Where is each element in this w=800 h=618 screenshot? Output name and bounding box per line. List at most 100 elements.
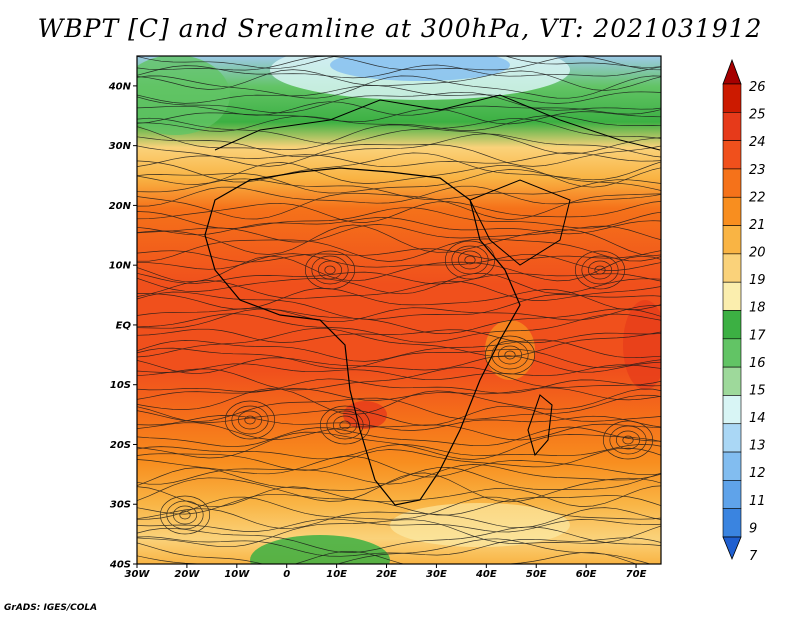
- streamline: [137, 288, 661, 311]
- streamline: [137, 550, 637, 564]
- colorbar-segment: [722, 480, 742, 509]
- streamline: [137, 467, 661, 491]
- x-tick-label: 40E: [475, 569, 497, 580]
- streamline: [137, 431, 661, 460]
- plot-frame: [136, 55, 662, 565]
- streamline: [137, 538, 652, 564]
- y-tick-label: 40S: [109, 560, 131, 571]
- streamline: [137, 472, 661, 503]
- streamline: [137, 313, 661, 343]
- streamline: [137, 394, 661, 422]
- vortex-streamline: [179, 510, 191, 520]
- colorbar-top-arrow: [722, 58, 742, 85]
- streamline: [137, 133, 661, 158]
- streamline: [137, 152, 661, 183]
- y-tick-label: 40N: [108, 81, 132, 92]
- streamline: [137, 144, 661, 167]
- vortex-streamline: [587, 260, 613, 280]
- streamline: [137, 85, 661, 104]
- y-tick-label: 30S: [110, 500, 131, 511]
- streamline: [137, 108, 661, 125]
- vortex-streamline: [451, 245, 489, 275]
- streamline: [137, 405, 661, 426]
- vortex-streamline: [594, 265, 606, 275]
- map-title: WBPT [C] and Sreamline at 300hPa, VT: 20…: [37, 14, 763, 43]
- x-tick-label: 50E: [526, 569, 547, 580]
- streamline: [137, 496, 661, 520]
- streamline: [137, 224, 661, 243]
- green-patch-south: [250, 535, 390, 564]
- streamline: [137, 308, 661, 334]
- map-plot-area: [137, 56, 661, 564]
- colorbar-bottom-arrow: [722, 536, 742, 561]
- y-tick-label: 30N: [109, 141, 132, 152]
- streamline: [137, 327, 661, 358]
- colorbar-segment: [722, 310, 742, 340]
- x-tick-label: 30W: [125, 569, 151, 580]
- colorbar-segment: [722, 395, 742, 425]
- streamline: [137, 328, 661, 344]
- streamline: [137, 75, 661, 99]
- colorbar-label: 16: [749, 356, 766, 371]
- vortex-streamline: [484, 335, 536, 375]
- vortex-streamline: [237, 410, 263, 430]
- colorbar: 26 25 24 23 22 21 20 19 18 17 16 15 14 13 12 11 9 7: [722, 58, 766, 564]
- colorbar-segment: [722, 225, 742, 255]
- colorbar-segment: [722, 83, 742, 113]
- x-tick-label: 10E: [326, 569, 347, 580]
- colorbar-label: 25: [749, 108, 766, 123]
- streamline: [137, 363, 661, 381]
- vortex-streamline: [504, 350, 516, 360]
- colorbar-label: 17: [749, 328, 766, 343]
- streamline: [137, 519, 661, 548]
- x-tick-label: 20E: [376, 569, 397, 580]
- vortex-streamline: [332, 415, 358, 435]
- vortex-streamline: [311, 255, 349, 285]
- vortex-streamline: [339, 420, 351, 430]
- streamline: [137, 207, 661, 229]
- streamline: [137, 124, 661, 155]
- streamline: [137, 217, 661, 236]
- streamline: [137, 115, 661, 132]
- vortex-streamline: [324, 265, 336, 275]
- colorbar-segment: [722, 168, 742, 198]
- streamline: [137, 255, 661, 283]
- colorbar-segment: [722, 253, 742, 283]
- temperature-field: [137, 56, 661, 564]
- vortex-streamline: [609, 425, 647, 455]
- streamline: [137, 162, 661, 188]
- streamline: [137, 388, 661, 415]
- streamline: [137, 248, 661, 263]
- streamline: [137, 378, 661, 394]
- streamline: [137, 91, 661, 114]
- vortex-streamline: [231, 405, 269, 435]
- colorbar-segment: [722, 196, 742, 226]
- madagascar-coastline: [527, 394, 553, 457]
- streamline: [137, 536, 661, 557]
- streamline: [137, 56, 661, 69]
- colorbar-label: 14: [749, 411, 766, 426]
- colorbar-label: 24: [749, 135, 766, 150]
- streamline: [137, 169, 661, 194]
- colorbar-label: 19: [749, 273, 766, 288]
- streamline: [137, 455, 661, 478]
- streamline: [137, 518, 661, 533]
- colorbar-segment: [722, 451, 742, 481]
- streamline: [137, 224, 661, 257]
- vortex-streamline: [491, 340, 529, 370]
- streamline: [137, 185, 661, 207]
- streamline: [137, 101, 661, 116]
- x-tick-label: 0: [283, 569, 290, 580]
- colorbar-label: 22: [749, 190, 766, 205]
- y-tick-label: 10N: [109, 261, 132, 272]
- streamline: [137, 152, 661, 168]
- x-axis-ticks: 30W 20W 10W 0 10E 20E 30E 40E 50E 60E 70E: [125, 564, 647, 580]
- colorbar-segment: [722, 281, 742, 311]
- africa-coastline: [204, 167, 521, 506]
- vortex-streamline: [602, 420, 654, 460]
- streamline: [137, 280, 661, 301]
- streamline: [137, 485, 661, 508]
- vortex-streamline: [244, 415, 256, 425]
- streamline: [137, 201, 661, 223]
